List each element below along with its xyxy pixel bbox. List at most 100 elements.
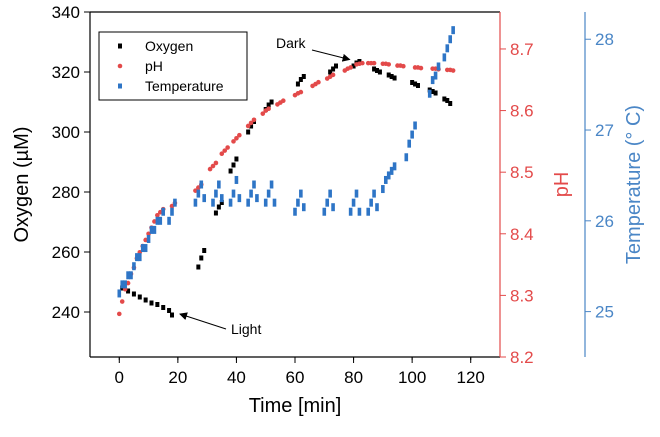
temperature-point	[217, 180, 221, 189]
temperature-point	[146, 234, 151, 243]
temperature-point	[252, 180, 256, 189]
temperature-point	[196, 189, 201, 198]
legend-label-ph: pH	[145, 58, 163, 74]
temperature-point	[272, 198, 277, 207]
temperature-point	[263, 198, 268, 207]
temperature-point	[296, 198, 300, 207]
temperature-point	[392, 162, 397, 171]
ph-point	[119, 299, 125, 304]
light-arrow	[179, 312, 227, 330]
temperature-point	[123, 280, 127, 289]
oxygen-point	[301, 74, 306, 79]
temperature-point	[357, 207, 362, 216]
temperature-point	[161, 207, 166, 216]
x-tick-label: 120	[457, 368, 485, 387]
oxygen-point	[392, 75, 397, 81]
temperature-point	[413, 121, 417, 130]
temperature-point	[325, 198, 330, 207]
ph-point	[245, 123, 251, 129]
ph-axis-title: pH	[551, 172, 573, 198]
oxygen-point	[216, 204, 221, 210]
temperature-point	[448, 35, 453, 44]
oxygen-tick-label: 260	[52, 243, 80, 262]
x-tick-label: 80	[344, 368, 363, 387]
oxygen-tick-label: 240	[52, 303, 80, 322]
temperature-tick-label: 27	[595, 121, 614, 140]
temperature-point	[433, 71, 438, 80]
ph-point	[330, 72, 336, 78]
temperature-point	[331, 203, 335, 212]
oxygen-point	[442, 96, 447, 102]
oxygen-axis-title: Oxygen (µM)	[11, 127, 33, 243]
oxygen-point	[199, 255, 204, 261]
ph-point	[213, 160, 219, 166]
temperature-point	[149, 225, 154, 234]
ph-tick-label: 8.7	[510, 40, 534, 59]
oxygen-point	[219, 200, 224, 205]
temperature-point	[211, 198, 215, 207]
legend-marker-oxygen	[118, 43, 122, 49]
oxygen-point	[430, 89, 435, 94]
temperature-point	[445, 44, 450, 53]
oxygen-point	[196, 264, 201, 270]
oxygen-point	[161, 305, 166, 310]
ph-tick-label: 8.4	[510, 225, 534, 244]
oxygen-point	[149, 300, 154, 306]
x-tick-label: 60	[286, 368, 305, 387]
temperature-point	[427, 89, 432, 98]
oxygen-point	[433, 90, 438, 96]
oxygen-point	[331, 66, 336, 72]
temperature-tick-label: 25	[595, 303, 614, 322]
temperature-point	[351, 198, 356, 207]
temperature-point	[299, 189, 303, 198]
dark-label: Dark	[276, 35, 307, 51]
legend-marker-ph	[117, 63, 123, 69]
oxygen-point	[213, 210, 218, 216]
temperature-point	[137, 253, 142, 262]
temperature-point	[354, 189, 359, 198]
temperature-point	[117, 289, 122, 298]
temperature-point	[135, 253, 139, 262]
ph-point	[225, 145, 230, 150]
ph-point	[280, 98, 286, 104]
temperature-point	[430, 76, 435, 85]
legend-label-oxygen: Oxygen	[145, 38, 193, 54]
temperature-point	[366, 207, 371, 216]
temperature-tick-label: 26	[595, 212, 614, 231]
ph-point	[116, 311, 122, 317]
ph-point	[316, 79, 321, 85]
temperature-point	[246, 198, 250, 207]
ph-point	[207, 166, 213, 172]
temperature-point	[129, 271, 133, 280]
oxygen-point	[295, 81, 300, 87]
temperature-point	[167, 216, 171, 225]
ph-point	[371, 60, 377, 66]
oxygen-point	[328, 69, 333, 75]
temperature-point	[404, 153, 409, 162]
oxygen-point	[155, 302, 160, 307]
dark-arrow	[311, 49, 351, 62]
temperature-point	[202, 194, 207, 203]
temperature-point	[442, 53, 447, 62]
ph-point	[450, 68, 456, 73]
temperature-point	[369, 198, 373, 207]
x-tick-label: 0	[115, 368, 124, 387]
temperature-tick-label: 28	[595, 30, 614, 49]
temperature-point	[293, 207, 297, 216]
oxygen-point	[445, 98, 450, 103]
ph-point	[251, 117, 257, 123]
temperature-point	[120, 280, 125, 289]
temperature-point	[237, 194, 242, 203]
oxygen-point	[234, 156, 239, 162]
ph-point	[401, 63, 406, 69]
temperature-point	[155, 216, 160, 225]
temperature-point	[140, 244, 145, 253]
oxygen-point	[131, 291, 136, 297]
series-layer	[116, 26, 456, 318]
oxygen-point	[170, 312, 174, 318]
light-label: Light	[231, 321, 261, 337]
ph-point	[360, 60, 365, 66]
x-tick-label: 20	[168, 368, 187, 387]
legend-marker-temperature	[118, 83, 122, 89]
